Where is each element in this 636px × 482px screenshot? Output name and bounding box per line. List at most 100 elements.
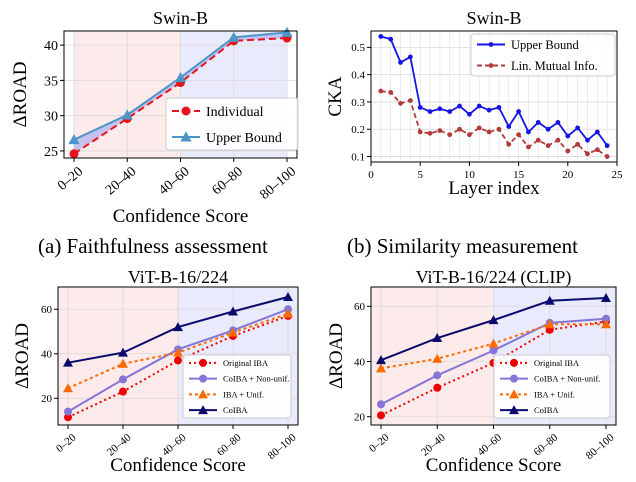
data-point (544, 295, 555, 305)
legend-label: Individual (206, 105, 264, 120)
legend-swatch-marker (510, 374, 518, 383)
data-point (476, 125, 482, 131)
legend-swatch-marker (198, 389, 208, 399)
data-point (447, 132, 453, 138)
y-tick-label: 0.5 (351, 42, 365, 54)
data-point (437, 128, 443, 134)
data-point (377, 411, 385, 420)
data-point (64, 413, 72, 422)
chart-title: Swin-B (153, 8, 208, 28)
data-point (489, 346, 498, 355)
y-tick-label: 0.4 (351, 70, 365, 82)
data-point (64, 407, 72, 416)
x-tick-label: 5 (417, 169, 423, 181)
chart-b: 0.1 0.2 0.3 0.4 0.5 0 5 10 15 20 25 Swin-B Layer ind… (325, 8, 623, 199)
data-point (476, 103, 482, 109)
x-tick-label: 25 (612, 169, 624, 181)
x-tick-label: 0–20 (54, 431, 79, 455)
y-tick-label: 60 (41, 304, 53, 316)
data-point (457, 126, 462, 132)
data-point (585, 151, 590, 157)
legend-box (470, 33, 616, 77)
data-point (427, 130, 433, 136)
legend-swatch-marker (509, 405, 519, 415)
series-line (67, 314, 289, 419)
data-point (173, 347, 183, 357)
data-point (174, 71, 187, 83)
x-tick-label: 40–60 (156, 164, 192, 198)
chart-a: 25 30 35 40 0–20 20–40 40–60 60–80 80–100 Swin-B C… (10, 8, 299, 227)
data-point (63, 383, 73, 393)
legend-swatch-marker (181, 106, 191, 116)
data-point (545, 126, 551, 132)
data-point (121, 109, 133, 120)
y-axis-label: ΔROAD (326, 323, 347, 389)
y-tick-label: 40 (354, 356, 366, 368)
x-tick-label: 20–40 (103, 164, 139, 198)
data-point (376, 363, 386, 373)
legend-label: IBA + Unif. (223, 389, 264, 399)
x-tick-label: 60–80 (210, 164, 246, 198)
x-tick-label: 80–100 (257, 164, 299, 202)
legend-label: Upper Bound (511, 38, 579, 52)
data-point (516, 109, 521, 114)
data-point (555, 137, 561, 143)
data-point (433, 383, 442, 392)
data-point (417, 105, 423, 110)
data-point (488, 315, 499, 325)
data-point (604, 154, 610, 159)
series-line (380, 90, 608, 158)
data-point (575, 125, 581, 131)
x-tick-label: 15 (513, 169, 525, 181)
data-point (516, 132, 521, 138)
data-point (118, 358, 128, 368)
legend-label: CoIBA + Non-unif. (534, 374, 600, 384)
data-point (535, 137, 541, 143)
legend-box (182, 354, 292, 419)
data-point (486, 129, 492, 135)
data-point (228, 31, 240, 42)
y-axis-label: ΔROAD (10, 61, 31, 127)
data-point (545, 143, 551, 149)
data-point (437, 106, 443, 112)
data-point (496, 105, 502, 110)
y-tick-label: 40 (41, 349, 53, 361)
data-point (526, 144, 531, 150)
y-tick-label: 40 (44, 39, 58, 54)
legend-label: CoIBA + Non-unif. (223, 374, 289, 384)
data-point (601, 319, 611, 329)
data-point (535, 120, 541, 125)
legend-label: CoIBA (223, 405, 248, 415)
data-point (601, 293, 611, 303)
data-point (398, 100, 403, 106)
data-point (457, 103, 462, 109)
y-tick-label: 35 (44, 74, 58, 89)
data-point (427, 109, 433, 114)
data-point (407, 54, 413, 60)
data-point (488, 338, 499, 348)
chart-title: Swin-B (466, 8, 521, 28)
data-point (119, 387, 127, 396)
x-tick-label: 80–100 (266, 431, 299, 462)
x-axis-label: Layer index (448, 178, 540, 199)
data-point (63, 357, 73, 367)
data-point (555, 120, 561, 125)
x-tick-label: 20 (562, 169, 574, 181)
data-point (506, 124, 512, 129)
legend-swatch-marker (180, 131, 192, 142)
y-tick-label: 20 (354, 412, 366, 424)
chart-title: ViT-B-16/224 (CLIP) (416, 267, 572, 288)
data-point (417, 129, 423, 135)
data-point (544, 319, 555, 329)
legend-box (493, 354, 611, 419)
x-tick-label: 0–20 (55, 164, 86, 193)
data-point (376, 355, 386, 365)
legend-label: Original IBA (223, 358, 269, 368)
plot-frame (370, 30, 618, 163)
data-point (174, 356, 182, 365)
data-point (68, 134, 80, 145)
data-point (407, 98, 413, 103)
data-point (118, 347, 128, 357)
